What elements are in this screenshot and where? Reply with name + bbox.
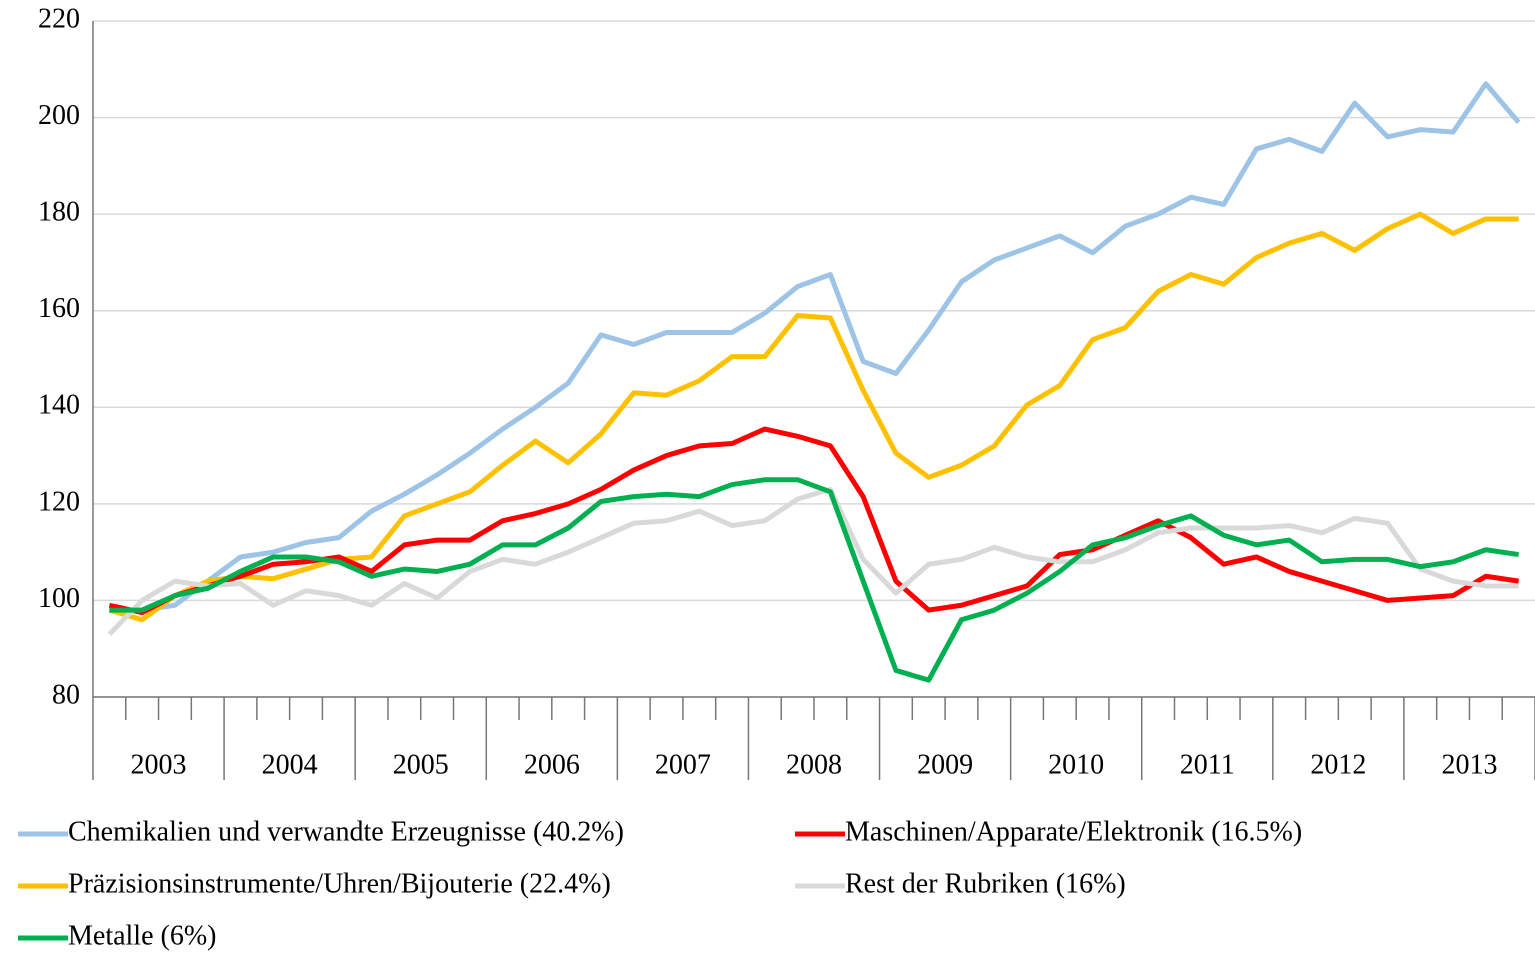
x-group-label: 2011 — [1180, 749, 1235, 780]
y-tick-label: 180 — [38, 197, 80, 228]
legend-label: Maschinen/Apparate/Elektronik (16.5%) — [845, 816, 1302, 847]
y-tick-label: 140 — [38, 390, 80, 421]
series-line — [108, 426, 1519, 615]
x-group-label: 2006 — [524, 749, 580, 780]
x-group-label: 2012 — [1310, 749, 1366, 780]
series-line — [107, 486, 1519, 636]
legend-label: Rest der Rubriken (16%) — [845, 868, 1126, 899]
x-group-label: 2004 — [262, 749, 318, 780]
y-tick-label: 160 — [38, 293, 80, 324]
x-group-label: 2009 — [917, 749, 973, 780]
y-tick-label: 200 — [38, 100, 80, 131]
legend-label: Metalle (6%) — [68, 920, 217, 951]
y-tick-label: 220 — [38, 3, 80, 34]
x-group-label: 2003 — [131, 749, 187, 780]
y-tick-label: 120 — [38, 486, 80, 517]
x-group-label: 2005 — [393, 749, 449, 780]
y-tick-label: 100 — [38, 583, 80, 614]
y-tick-label: 80 — [52, 679, 80, 710]
legend-label: Präzisionsinstrumente/Uhren/Bijouterie (… — [68, 868, 611, 899]
x-group-label: 2010 — [1048, 749, 1104, 780]
series-line — [109, 81, 1521, 613]
x-group-label: 2007 — [655, 749, 711, 780]
x-group-label: 2013 — [1441, 749, 1497, 780]
legend-label: Chemikalien und verwandte Erzeugnisse (4… — [68, 816, 624, 847]
x-group-label: 2008 — [786, 749, 842, 780]
series-line — [109, 477, 1519, 683]
